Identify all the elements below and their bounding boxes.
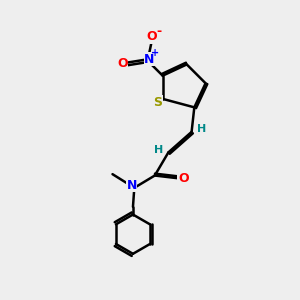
Text: -: - <box>157 25 162 38</box>
Text: H: H <box>154 145 164 154</box>
Text: O: O <box>117 58 128 70</box>
Text: N: N <box>126 178 137 192</box>
Text: H: H <box>196 124 206 134</box>
Text: S: S <box>153 96 162 109</box>
Text: O: O <box>146 31 157 44</box>
Text: +: + <box>151 48 159 58</box>
Text: N: N <box>144 53 155 66</box>
Text: O: O <box>178 172 189 185</box>
